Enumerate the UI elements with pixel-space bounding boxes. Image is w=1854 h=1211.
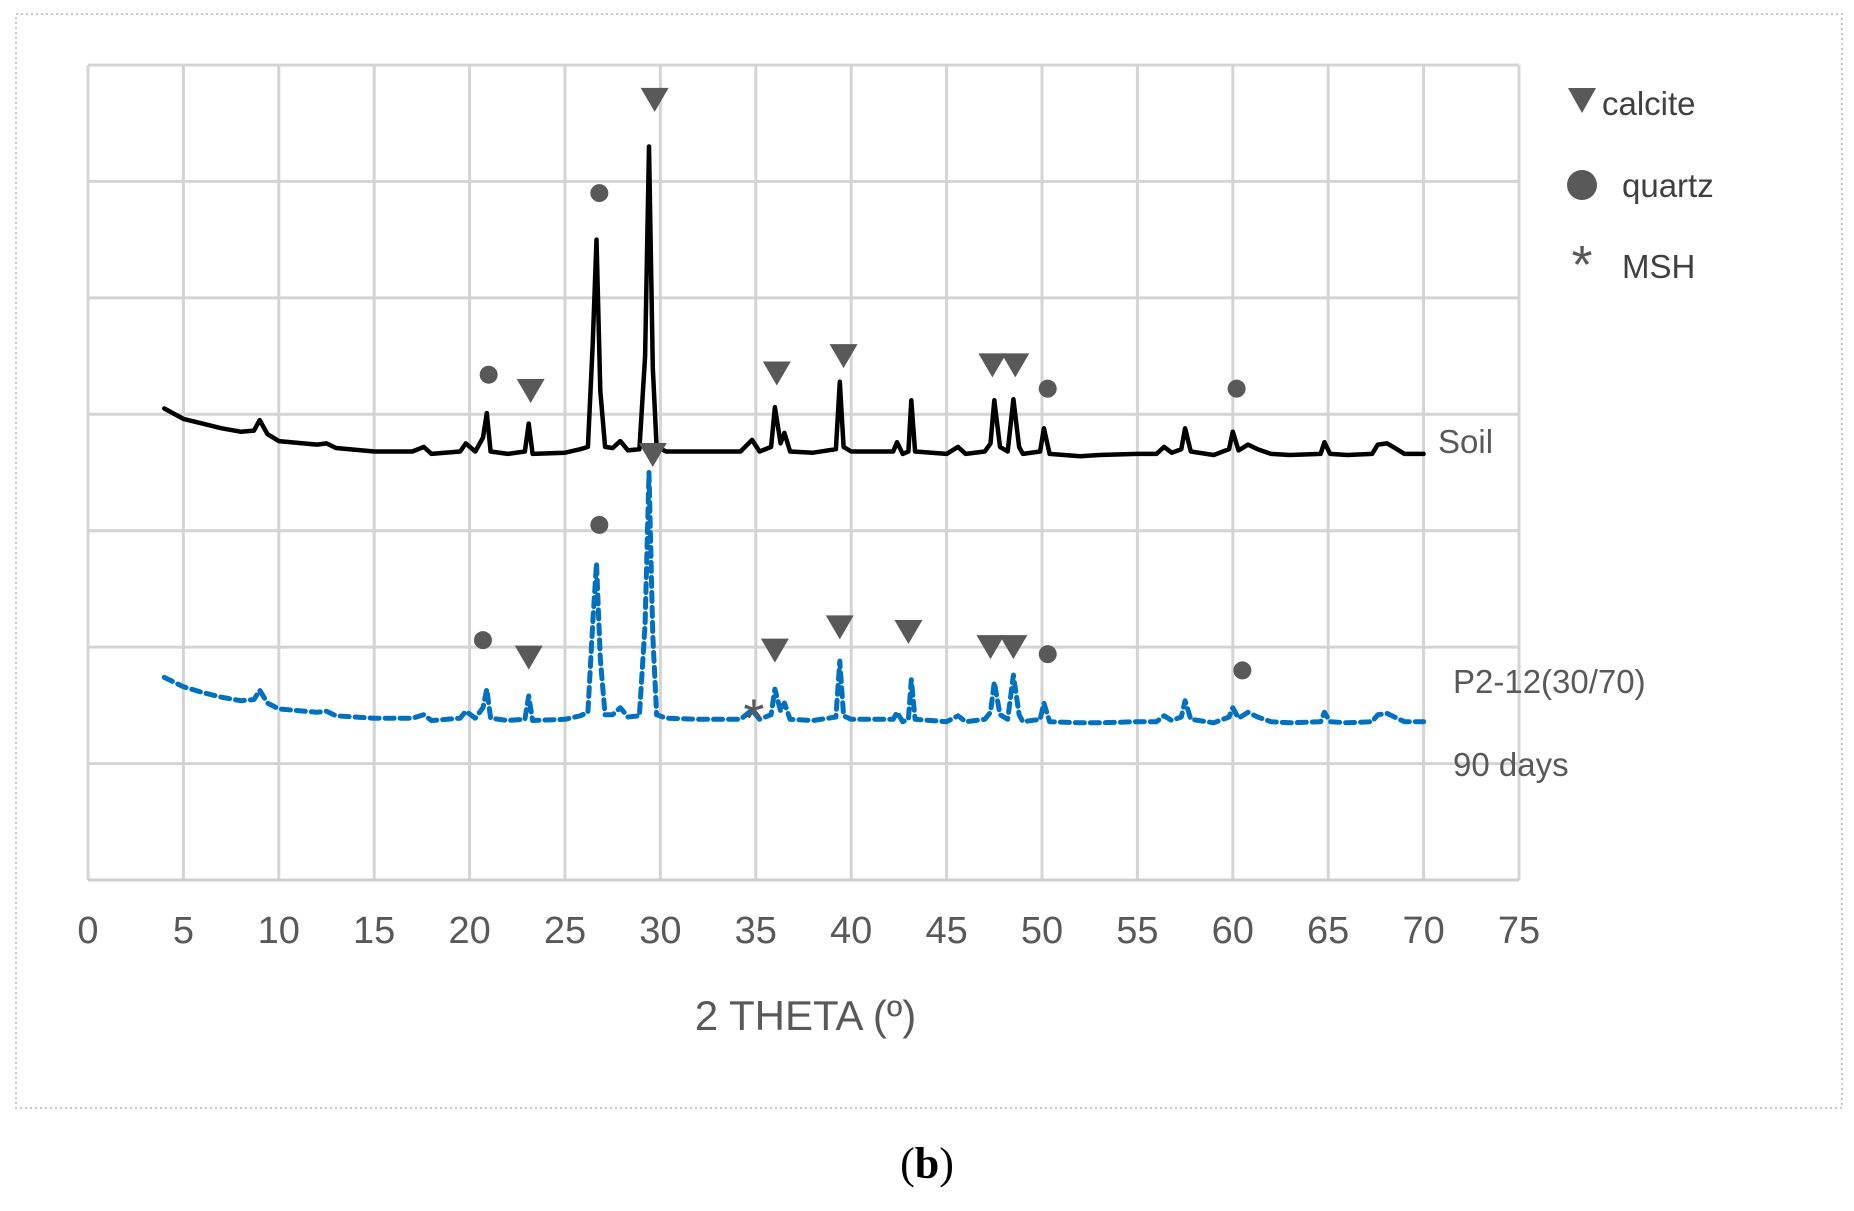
x-tick-label: 65 [1307, 910, 1349, 952]
x-tick-label: 25 [544, 910, 586, 952]
peak-markers: * [473, 87, 1252, 749]
x-tick-label: 30 [639, 910, 681, 952]
quartz-marker [479, 365, 498, 384]
quartz-marker [1227, 379, 1246, 398]
series-label-p2-line1: P2-12(30/70) [1453, 663, 1646, 700]
x-tick-label: 50 [1021, 910, 1063, 952]
x-tick-label: 75 [1498, 910, 1540, 952]
calcite-marker [762, 361, 791, 386]
x-tick-label: 20 [448, 910, 490, 952]
x-tick-labels: 0 5 10 15 20 25 30 35 40 45 50 55 60 65 70 75 [77, 910, 1540, 952]
calcite-marker [978, 353, 1007, 378]
legend: calcite quartz * MSH [1567, 85, 1714, 295]
calcite-marker [894, 620, 923, 645]
x-tick-label: 15 [353, 910, 395, 952]
calcite-marker [829, 344, 858, 369]
x-tick-label: 5 [173, 910, 194, 952]
msh-marker: * [743, 689, 764, 749]
x-tick-label: 35 [735, 910, 777, 952]
legend-label-msh: MSH [1622, 248, 1695, 285]
calcite-marker [638, 443, 667, 468]
calcite-marker [516, 379, 545, 403]
legend-label-calcite: calcite [1602, 85, 1696, 122]
x-tick-label: 45 [925, 910, 967, 952]
x-tick-label: 10 [258, 910, 300, 952]
quartz-marker [1233, 661, 1252, 680]
series-label-p2-line2: 90 days [1453, 746, 1569, 783]
caption-close: ) [939, 1139, 954, 1188]
series-line [162, 144, 1426, 459]
legend-item-calcite: calcite [1568, 85, 1696, 122]
x-tick-label: 55 [1116, 910, 1158, 952]
x-tick-label: 70 [1402, 910, 1444, 952]
calcite-marker [825, 615, 854, 640]
calcite-marker [976, 635, 1005, 660]
circle-icon [1567, 170, 1597, 200]
triangle-icon [1568, 88, 1596, 113]
quartz-marker [590, 184, 609, 203]
quartz-marker [590, 515, 609, 534]
calcite-marker [1001, 353, 1030, 378]
calcite-marker [999, 635, 1028, 660]
x-axis-title: 2 THETA (º) [695, 992, 916, 1039]
calcite-marker [640, 87, 669, 112]
star-icon: * [1571, 235, 1592, 295]
caption-open: ( [900, 1139, 915, 1188]
quartz-marker [1038, 645, 1057, 664]
series-label-soil: Soil [1438, 423, 1493, 460]
figure-caption: (b) [900, 1139, 954, 1188]
legend-item-quartz: quartz [1567, 167, 1714, 204]
quartz-marker [1038, 379, 1057, 398]
x-tick-label: 60 [1212, 910, 1254, 952]
series-line [161, 470, 1427, 726]
quartz-marker [473, 631, 492, 650]
series-lines [161, 144, 1427, 726]
grid [86, 63, 1521, 882]
x-tick-label: 40 [830, 910, 872, 952]
x-tick-label: 0 [77, 910, 98, 952]
calcite-marker [514, 645, 543, 670]
calcite-marker [760, 638, 789, 663]
legend-item-msh: * MSH [1571, 235, 1695, 295]
legend-label-quartz: quartz [1622, 167, 1714, 204]
caption-letter: b [915, 1139, 939, 1188]
